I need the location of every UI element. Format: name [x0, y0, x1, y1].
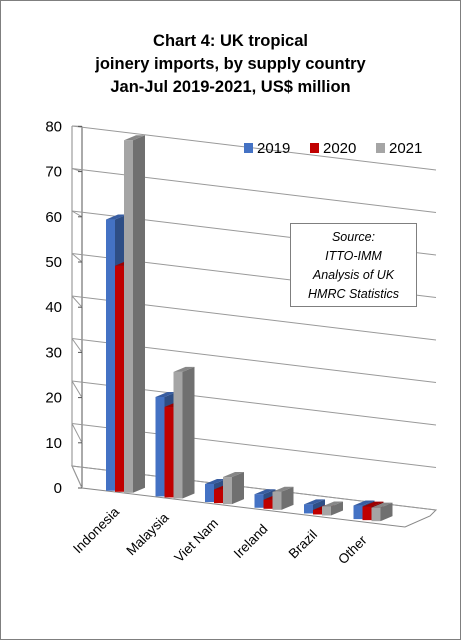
- y-tick-label: 70: [45, 164, 62, 181]
- gridline-left-3: [71, 338, 83, 353]
- legend-label-2019: 2019: [257, 140, 290, 157]
- chart-title-line-2: joinery imports, by supply country: [95, 55, 366, 73]
- bar-2021-5-side: [380, 502, 393, 522]
- bar-2021-3-top: [272, 486, 294, 492]
- bar-2019-2-front: [205, 484, 214, 503]
- legend-label-2021: 2021: [389, 140, 422, 157]
- gridline-left-5: [71, 253, 83, 263]
- bar-2021-1-front: [173, 371, 183, 499]
- gridline-left-1: [71, 423, 83, 444]
- y-tick-label: 20: [45, 390, 62, 407]
- y-tick-label: 0: [54, 480, 62, 497]
- gridline-left-2: [71, 380, 83, 398]
- bar-2020-4-front: [313, 509, 322, 515]
- y-axis: 0 10 20 30 40 50 60 70 80: [45, 118, 82, 497]
- bar-2020-5-top: [362, 501, 384, 507]
- x-tick-label: Indonesia: [70, 504, 122, 556]
- gridline-left-6: [71, 210, 83, 218]
- y-tick-label: 60: [45, 209, 62, 226]
- x-tick-label: Brazil: [286, 527, 320, 561]
- bar-2019-1-top: [155, 391, 177, 397]
- source-line-2: ITTO-IMM: [325, 249, 382, 263]
- bar-2021-0-front: [124, 140, 133, 493]
- chart-title-line-1: Chart 4: UK tropical: [153, 32, 308, 50]
- bar-2019-3-top: [254, 489, 276, 495]
- bar-2021-0-top: [124, 135, 145, 141]
- bar-2021-3-front: [272, 491, 282, 510]
- bar-2019-4-top: [304, 499, 325, 505]
- bar-2019-2-top: [205, 479, 226, 485]
- legend-swatch-2021: [376, 143, 385, 153]
- bar-2021-3-side: [281, 486, 294, 510]
- chart-bars: [106, 135, 393, 522]
- y-tick-label: 30: [45, 344, 62, 361]
- bar-2019-1-front: [155, 396, 165, 497]
- legend-swatch-2020: [310, 143, 319, 153]
- bar-2019-5-top: [353, 500, 375, 506]
- y-tick-label: 40: [45, 299, 62, 316]
- bar-2020-5-front: [362, 506, 372, 521]
- bar-2021-2-side: [232, 472, 244, 505]
- gridline-left-4: [71, 295, 83, 308]
- bar-2019-4-front: [304, 504, 313, 514]
- bar-2021-2-top: [223, 472, 244, 478]
- x-tick-label: Other: [335, 532, 370, 567]
- y-tick-label: 80: [45, 118, 62, 135]
- source-line-4: HMRC Statistics: [308, 287, 399, 301]
- bar-2021-5-top: [371, 502, 393, 508]
- chart-legend: 2019 2020 2021: [244, 140, 422, 157]
- bar-2020-0-front: [115, 265, 124, 492]
- bar-2019-3-front: [254, 494, 264, 508]
- bar-2019-5-front: [353, 505, 363, 520]
- bar-2021-4-side: [331, 501, 343, 516]
- x-tick-label: Malaysia: [123, 510, 172, 559]
- legend-swatch-2019: [244, 143, 253, 153]
- source-line-1: Source:: [331, 230, 376, 244]
- source-note: Source: ITTO-IMM Analysis of UK HMRC Sta…: [290, 223, 417, 307]
- bar-2020-1-front: [164, 407, 174, 498]
- chart-title: Chart 4: UK tropical joinery imports, by…: [0, 30, 461, 99]
- bar-2021-1-top: [173, 366, 195, 372]
- chart-title-line-3: Jan-Jul 2019-2021, US$ million: [110, 78, 351, 96]
- bar-2020-2-front: [214, 489, 223, 504]
- gridline-left-0: [71, 465, 83, 489]
- bar-2021-4-top: [322, 501, 343, 507]
- y-tick-label: 50: [45, 254, 62, 271]
- x-tick-label: Ireland: [231, 521, 271, 561]
- bar-2019-0-front: [106, 219, 115, 491]
- bar-2021-4-front: [322, 506, 331, 516]
- x-tick-label: Viet Nam: [171, 516, 221, 566]
- bar-2021-0-side: [133, 135, 145, 493]
- bar-2021-2-front: [223, 477, 232, 505]
- legend-label-2020: 2020: [323, 140, 356, 157]
- y-tick-label: 10: [45, 435, 62, 452]
- bar-2021-5-front: [371, 507, 381, 522]
- gridline-back-8: [71, 125, 437, 171]
- bar-2020-3-front: [263, 499, 273, 509]
- bar-2021-1-side: [182, 366, 195, 499]
- bar-2019-0-top: [106, 214, 127, 220]
- source-line-3: Analysis of UK: [312, 268, 395, 282]
